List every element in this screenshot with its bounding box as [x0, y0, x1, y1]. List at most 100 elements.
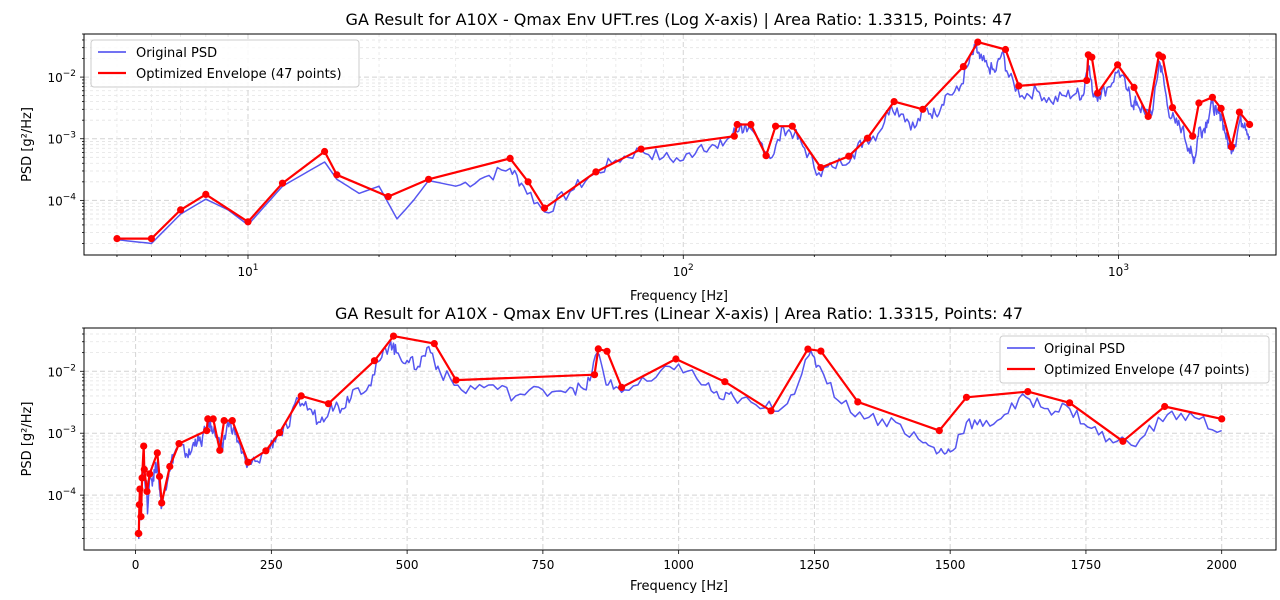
chart-log-x-title: GA Result for A10X - Qmax Env UFT.res (L… — [346, 10, 1013, 29]
envelope-point — [143, 487, 151, 495]
envelope-point — [637, 145, 645, 153]
chart-linear-x-envelope-markers — [134, 332, 1226, 538]
chart-linear-x-ticks: 10−4 10−3 10−2 0 250 500 750 1000 1250 1500 1750 20… — [47, 327, 1237, 572]
envelope-point — [1083, 76, 1091, 85]
envelope-point — [1130, 83, 1138, 91]
envelope-point — [890, 98, 898, 106]
chart-linear-x-xlabel: Frequency [Hz] — [630, 579, 728, 594]
envelope-point — [275, 429, 284, 437]
legend-label-original-psd: Original PSD — [136, 46, 217, 61]
original-psd-path — [116, 43, 1251, 245]
y-tick-label: 10−2 — [47, 363, 76, 379]
envelope-point — [672, 355, 680, 363]
envelope-point — [1208, 93, 1216, 101]
y-tick-label: 10−4 — [47, 487, 76, 503]
envelope-point — [1235, 108, 1243, 116]
chart-log-x-ylabel: PSD [g²/Hz] — [20, 107, 35, 182]
envelope-point — [430, 340, 438, 348]
envelope-point — [747, 120, 755, 129]
envelope-point — [1088, 53, 1096, 61]
envelope-point — [220, 417, 228, 425]
envelope-point — [166, 462, 174, 471]
envelope-point — [138, 474, 146, 482]
x-tick-label: 500 — [396, 558, 419, 572]
envelope-point — [370, 357, 379, 365]
envelope-point — [1114, 61, 1122, 69]
legend-label-original-psd: Original PSD — [1044, 342, 1125, 357]
legend-box — [90, 39, 360, 88]
chart-linear-x-original-psd-line — [137, 340, 1222, 540]
envelope-point — [590, 371, 599, 379]
envelope-point — [135, 529, 143, 538]
envelope-point — [244, 458, 252, 466]
envelope-point — [278, 179, 287, 187]
envelope-point — [1094, 89, 1102, 97]
envelope-point — [324, 400, 332, 408]
envelope-point — [1246, 120, 1254, 129]
envelope-point — [804, 345, 812, 353]
chart-linear-x: GA Result for A10X - Qmax Env UFT.res (L… — [20, 304, 1277, 594]
envelope-point — [321, 147, 329, 156]
envelope-point — [333, 171, 341, 179]
envelope-point — [506, 154, 514, 162]
chart-linear-x-grid — [84, 327, 1276, 550]
y-tick-label: 10−3 — [47, 425, 76, 441]
envelope-point — [262, 447, 270, 455]
envelope-point — [202, 190, 210, 198]
envelope-point — [592, 168, 600, 176]
chart-linear-x-ylabel: PSD [g²/Hz] — [20, 402, 35, 477]
chart-log-x-legend: Original PSD Optimized Envelope (47 poin… — [90, 39, 360, 88]
x-tick-label: 0 — [132, 558, 140, 572]
envelope-point — [175, 440, 183, 448]
envelope-point — [959, 63, 968, 71]
chart-log-x-ticks: 10−4 10−3 10−2 101 102 103 — [47, 33, 1250, 279]
envelope-point — [524, 178, 532, 186]
x-tick-label: 250 — [260, 558, 283, 572]
x-tick-label: 103 — [1108, 263, 1129, 279]
envelope-point — [244, 218, 252, 226]
envelope-point — [863, 134, 872, 142]
x-tick-label: 1250 — [799, 558, 830, 572]
envelope-point — [540, 204, 549, 212]
chart-linear-x-title: GA Result for A10X - Qmax Env UFT.res (L… — [335, 304, 1023, 323]
envelope-point — [962, 393, 971, 401]
envelope-point — [136, 485, 144, 493]
x-tick-label: 1500 — [935, 558, 966, 572]
envelope-point — [1001, 45, 1010, 54]
envelope-point — [452, 376, 460, 384]
envelope-point — [389, 332, 398, 340]
envelope-point — [204, 415, 212, 423]
envelope-point — [228, 417, 236, 425]
x-tick-label: 1000 — [663, 558, 694, 572]
envelope-point — [203, 427, 211, 435]
envelope-point — [603, 347, 611, 355]
envelope-point — [1015, 82, 1023, 90]
envelope-point — [974, 38, 982, 46]
envelope-point — [767, 407, 775, 415]
chart-log-x-xlabel: Frequency [Hz] — [630, 289, 728, 304]
x-tick-label: 2000 — [1206, 558, 1237, 572]
legend-label-envelope: Optimized Envelope (47 points) — [136, 67, 342, 82]
envelope-point — [1161, 402, 1169, 411]
x-tick-label: 1750 — [1071, 558, 1102, 572]
envelope-point — [762, 152, 770, 160]
envelope-point — [845, 152, 853, 160]
envelope-point — [1066, 399, 1074, 407]
envelope-point — [919, 105, 927, 113]
chart-log-x-original-psd-line — [116, 43, 1251, 245]
x-tick-label: 102 — [673, 263, 694, 279]
envelope-point — [1217, 104, 1225, 112]
chart-linear-x-legend: Original PSD Optimized Envelope (47 poin… — [999, 335, 1270, 384]
envelope-point — [137, 513, 145, 521]
envelope-point — [594, 345, 602, 353]
envelope-point — [1189, 132, 1197, 140]
envelope-point — [1024, 388, 1032, 396]
y-tick-label: 10−2 — [47, 69, 76, 85]
envelope-point — [155, 472, 164, 481]
envelope-point — [147, 235, 155, 243]
envelope-point — [1144, 112, 1152, 120]
legend-label-envelope: Optimized Envelope (47 points) — [1044, 363, 1250, 378]
envelope-point — [158, 499, 166, 507]
envelope-point — [1227, 143, 1236, 151]
